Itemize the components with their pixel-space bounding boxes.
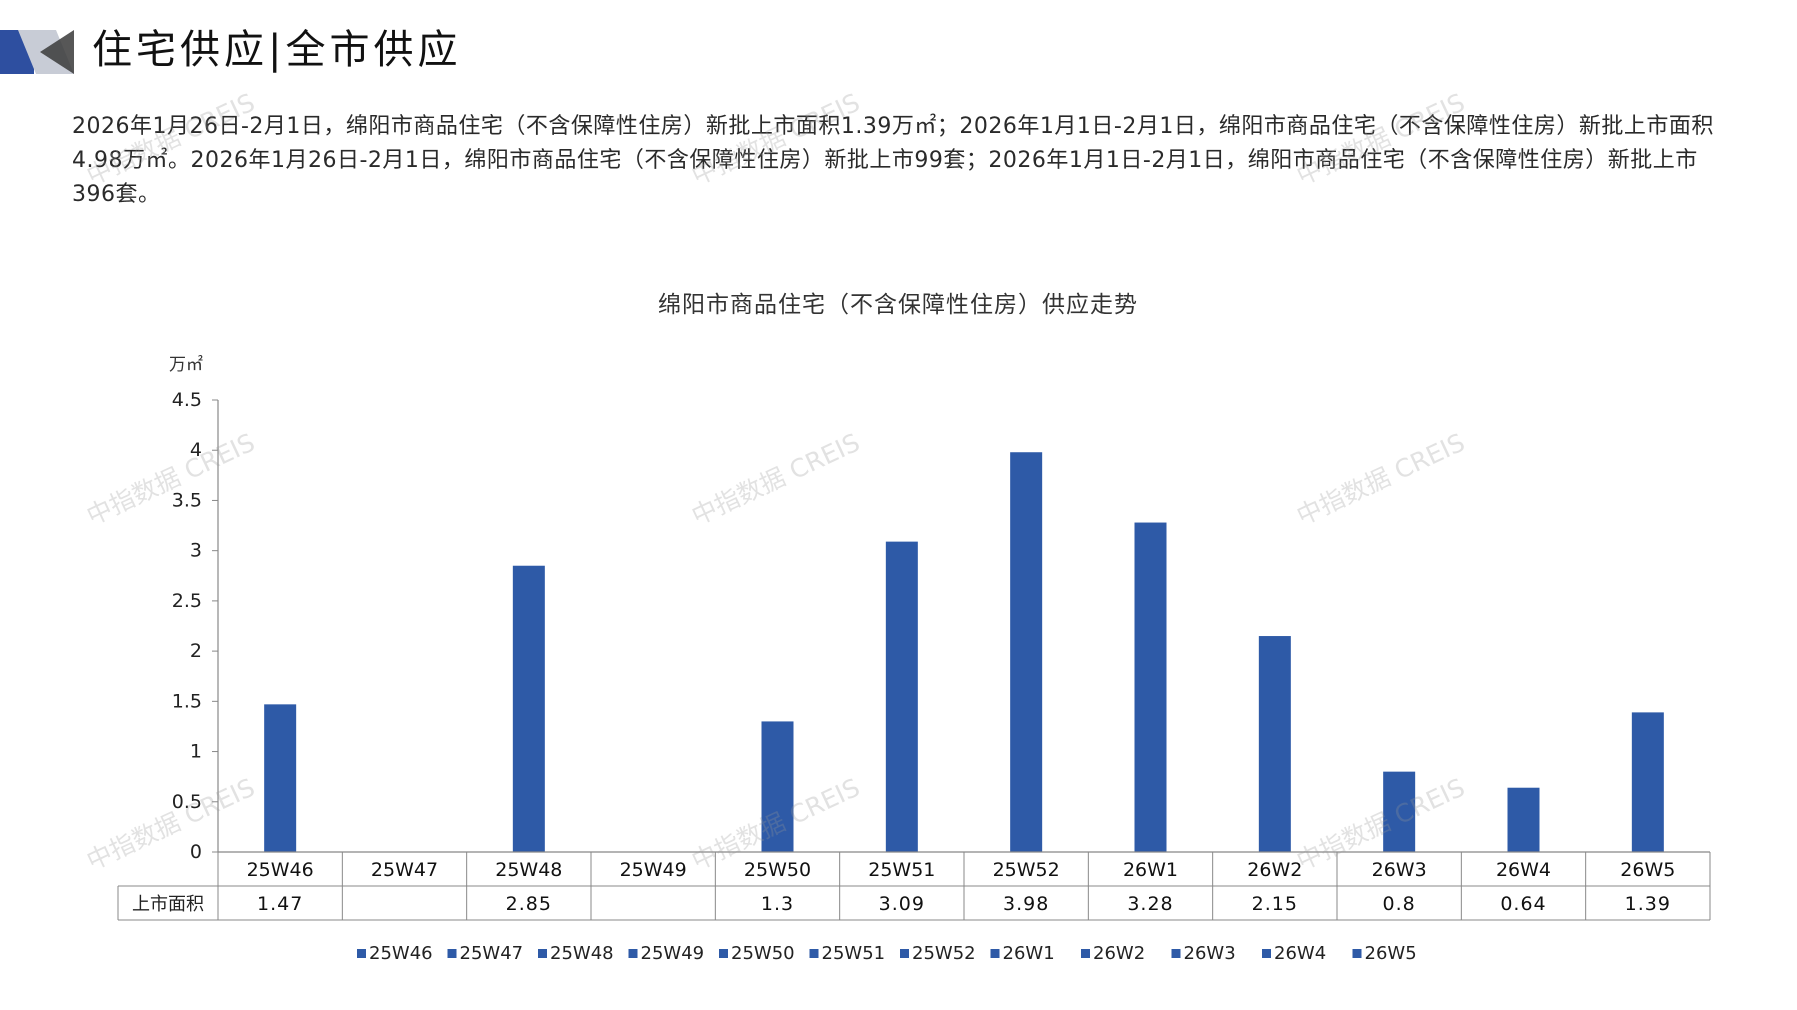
legend-entry: 25W50 (731, 943, 795, 964)
x-tick-label: 25W50 (744, 859, 811, 881)
x-tick-label: 26W2 (1247, 859, 1302, 881)
x-tick-label: 26W4 (1496, 859, 1551, 881)
bar-25w48 (512, 565, 545, 852)
legend-swatch (1171, 949, 1181, 958)
y-tick-label: 0.5 (172, 791, 202, 813)
chart-title: 绵阳市商品住宅（不含保障性住房）供应走势 (658, 292, 1138, 318)
x-tick-label: 26W3 (1372, 859, 1427, 881)
legend-entry: 26W5 (1365, 943, 1417, 964)
y-axis-unit: 万㎡ (169, 355, 203, 375)
legend-swatch (809, 949, 819, 958)
legend-entry: 26W4 (1274, 943, 1326, 964)
legend-swatch (1262, 949, 1271, 958)
bar-26w5 (1631, 712, 1664, 852)
intro-paragraph: 2026年1月26日-2月1日，绵阳市商品住宅（不含保障性住房）新批上市面积1.… (72, 114, 1714, 207)
bar-25w50 (761, 721, 794, 852)
data-label: 3.09 (879, 893, 925, 915)
y-tick-label: 2 (190, 640, 202, 662)
legend-swatch (628, 949, 638, 958)
supply-chart: 绵阳市商品住宅（不含保障性住房）供应走势万㎡ 0 0.5 1 1.5 2 2.5 3 3.5 4 4… (0, 270, 1797, 990)
x-tick-label: 25W52 (993, 859, 1060, 881)
legend-entry: 26W3 (1184, 943, 1236, 964)
legend-swatch (447, 949, 457, 958)
bar-26w4 (1507, 787, 1540, 852)
x-tick-label: 26W5 (1620, 859, 1675, 881)
legend-entry: 26W1 (1003, 943, 1055, 964)
x-tick-label: 25W48 (495, 859, 562, 881)
x-tick-label: 25W49 (620, 859, 687, 881)
legend-entry: 25W48 (550, 943, 614, 964)
bar-25w46 (264, 704, 297, 852)
y-tick-label: 3 (190, 540, 202, 562)
data-label: 1.47 (257, 893, 303, 915)
bar-26w2 (1258, 636, 1291, 852)
page-title: 住宅供应|全市供应 (92, 27, 462, 73)
y-tick-label: 4.5 (172, 389, 202, 411)
legend-swatch (1081, 949, 1090, 958)
y-tick-label: 4 (190, 439, 202, 461)
y-tick-label: 2.5 (172, 590, 202, 612)
y-tick-label: 1 (190, 741, 202, 763)
data-label: 3.28 (1127, 893, 1173, 915)
x-tick-label: 25W46 (247, 859, 314, 881)
data-label: 0.64 (1500, 893, 1546, 915)
legend-swatch (538, 949, 547, 958)
legend-entry: 26W2 (1093, 943, 1145, 964)
legend-swatch (719, 949, 728, 958)
data-label: 1.39 (1625, 893, 1671, 915)
data-label: 2.15 (1252, 893, 1298, 915)
x-tick-label: 25W47 (371, 859, 438, 881)
y-tick-label: 1.5 (172, 690, 202, 712)
legend-entry: 25W49 (641, 943, 705, 964)
y-tick-label: 0 (190, 841, 202, 863)
x-tick-label: 26W1 (1123, 859, 1178, 881)
legend-entry: 25W47 (460, 943, 524, 964)
brand-logo-icon (0, 30, 74, 74)
data-label: 2.85 (506, 893, 552, 915)
legend-swatch (357, 949, 366, 958)
legend-swatch (1352, 949, 1362, 958)
y-tick-label: 3.5 (172, 489, 202, 511)
table-series-label: 上市面积 (132, 894, 204, 915)
bar-25w52 (1010, 452, 1043, 852)
data-label: 1.3 (761, 893, 794, 915)
data-label: 0.8 (1383, 893, 1416, 915)
bar-26w1 (1134, 522, 1167, 852)
x-tick-label: 25W51 (868, 859, 935, 881)
legend-swatch (990, 949, 1000, 958)
data-label: 3.98 (1003, 893, 1049, 915)
legend-swatch (900, 949, 909, 958)
header: 住宅供应|全市供应 (0, 22, 700, 82)
bar-26w3 (1383, 771, 1416, 852)
legend-entry: 25W51 (822, 943, 886, 964)
legend-entry: 25W46 (369, 943, 433, 964)
bar-25w51 (885, 541, 918, 852)
legend-entry: 25W52 (912, 943, 976, 964)
